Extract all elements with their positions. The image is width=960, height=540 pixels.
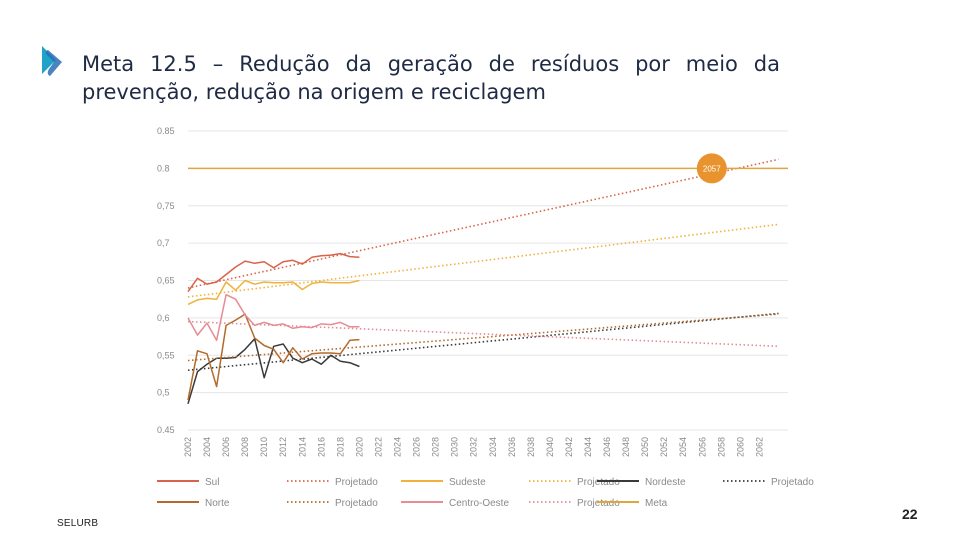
chart-legend: Sul Projetado Sudeste Projetado Nordeste Proj… <box>157 477 814 509</box>
meta-year-label: 2057 <box>703 164 721 173</box>
y-axis-ticks: 0.85 0.8 0,75 0,7 0,65 0,6 0,55 0,5 0.45 <box>157 126 175 435</box>
meta-year-marker <box>696 153 727 184</box>
x-tick-label: 2020 <box>354 437 364 457</box>
x-tick-label: 2054 <box>678 437 688 457</box>
x-tick-label: 2024 <box>393 437 403 457</box>
y-tick-label: 0,75 <box>157 201 175 211</box>
x-tick-label: 2012 <box>278 437 288 457</box>
x-tick-label: 2040 <box>545 437 555 457</box>
series-line-projetado-dotted <box>187 320 779 348</box>
series-line-centro-oeste <box>187 293 360 342</box>
series-line-projetado-dotted <box>187 313 779 362</box>
series-line-sul <box>187 252 360 293</box>
legend-label: Projetado <box>335 477 378 488</box>
legend-label: Nordeste <box>645 477 686 488</box>
x-tick-label: 2038 <box>526 437 536 457</box>
legend-label: Projetado <box>335 498 378 509</box>
y-tick-label: 0,5 <box>157 388 170 398</box>
y-tick-label: 0.8 <box>157 163 170 173</box>
legend-label: Sul <box>205 477 219 488</box>
x-tick-label: 2042 <box>564 437 574 457</box>
x-tick-label: 2056 <box>697 437 707 457</box>
x-tick-label: 2002 <box>183 437 193 457</box>
x-tick-label: 2028 <box>431 437 441 457</box>
x-tick-label: 2026 <box>412 437 422 457</box>
x-tick-label: 2004 <box>202 437 212 457</box>
x-tick-label: 2006 <box>221 437 231 457</box>
x-tick-label: 2022 <box>373 437 383 457</box>
series-line-projetado-dotted <box>187 223 779 298</box>
x-tick-label: 2036 <box>507 437 517 457</box>
legend-label: Norte <box>205 498 230 509</box>
x-tick-label: 2010 <box>259 437 269 457</box>
series-line-projetado-dotted <box>187 312 779 371</box>
x-tick-label: 2016 <box>316 437 326 457</box>
x-tick-label: 2014 <box>297 437 307 457</box>
x-tick-label: 2046 <box>602 437 612 457</box>
y-tick-label: 0.85 <box>157 126 175 136</box>
x-tick-label: 2060 <box>735 437 745 457</box>
footer-brand: SELURB <box>57 518 99 529</box>
x-tick-label: 2052 <box>659 437 669 457</box>
chart-grid <box>188 130 788 431</box>
x-tick-label: 2058 <box>716 437 726 457</box>
page-number: 22 <box>902 506 918 522</box>
legend-label: Projetado <box>577 477 620 488</box>
y-tick-label: 0.45 <box>157 425 175 435</box>
x-tick-label: 2008 <box>240 437 250 457</box>
x-tick-label: 2034 <box>488 437 498 457</box>
y-tick-label: 0,65 <box>157 276 175 286</box>
x-tick-label: 2050 <box>640 437 650 457</box>
legend-label: Centro-Oeste <box>449 498 509 509</box>
x-tick-label: 2018 <box>335 437 345 457</box>
series-line-norte <box>187 313 360 401</box>
x-tick-label: 2044 <box>583 437 593 457</box>
slide-title-line-2: prevenção, redução na origem e reciclage… <box>82 80 546 104</box>
series-line-sudeste <box>187 279 360 306</box>
legend-label: Sudeste <box>449 477 486 488</box>
x-tick-label: 2062 <box>754 437 764 457</box>
slide-title-line-1: Meta 12.5 – Redução da geração de resídu… <box>82 52 780 76</box>
x-tick-label: 2030 <box>450 437 460 457</box>
selurb-logo-icon <box>42 46 62 76</box>
slide-title: Meta 12.5 – Redução da geração de resídu… <box>82 50 780 106</box>
chart-annotation: 2057 <box>696 153 727 184</box>
chart-series <box>187 158 788 405</box>
legend-label: Projetado <box>771 477 814 488</box>
legend-label: Projetado <box>577 498 620 509</box>
y-tick-label: 0,55 <box>157 350 175 360</box>
x-axis-ticks: 2002 2004 2006 2008 2010 2012 2014 2016 2018 2020… <box>183 437 764 457</box>
x-tick-label: 2032 <box>469 437 479 457</box>
x-tick-label: 2048 <box>621 437 631 457</box>
y-tick-label: 0,7 <box>157 238 170 248</box>
legend-label: Meta <box>645 498 668 509</box>
y-tick-label: 0,6 <box>157 313 170 323</box>
series-line-projetado-dotted <box>187 158 779 289</box>
